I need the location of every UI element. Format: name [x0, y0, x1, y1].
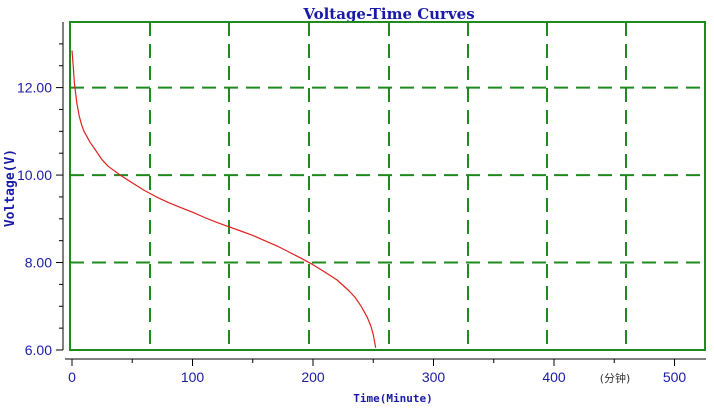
x-tick-label: 100	[181, 369, 205, 385]
y-axis: 6.00 8.00 10.00 12.00	[17, 22, 64, 358]
y-tick-label: 8.00	[25, 255, 52, 271]
x-axis-unit-note: (分钟)	[600, 371, 631, 385]
x-tick-label: 0	[68, 369, 76, 385]
y-tick-label: 10.00	[17, 167, 52, 183]
y-axis-label: Voltage(V)	[3, 149, 18, 227]
plot-frame	[69, 21, 706, 351]
x-tick-label: 500	[663, 369, 687, 385]
chart-title: Voltage-Time Curves	[302, 5, 474, 23]
x-tick-label: 400	[542, 369, 566, 385]
voltage-curve	[71, 50, 377, 348]
x-axis: 0 100 200 300 400 500	[65, 358, 706, 385]
x-tick-label: 200	[301, 369, 325, 385]
series-layer	[71, 50, 377, 348]
y-tick-label: 12.00	[17, 80, 52, 96]
x-tick-label: 300	[422, 369, 446, 385]
grid	[70, 22, 705, 350]
x-axis-label: Time(Minute)	[353, 392, 432, 405]
y-tick-label: 6.00	[25, 342, 52, 358]
